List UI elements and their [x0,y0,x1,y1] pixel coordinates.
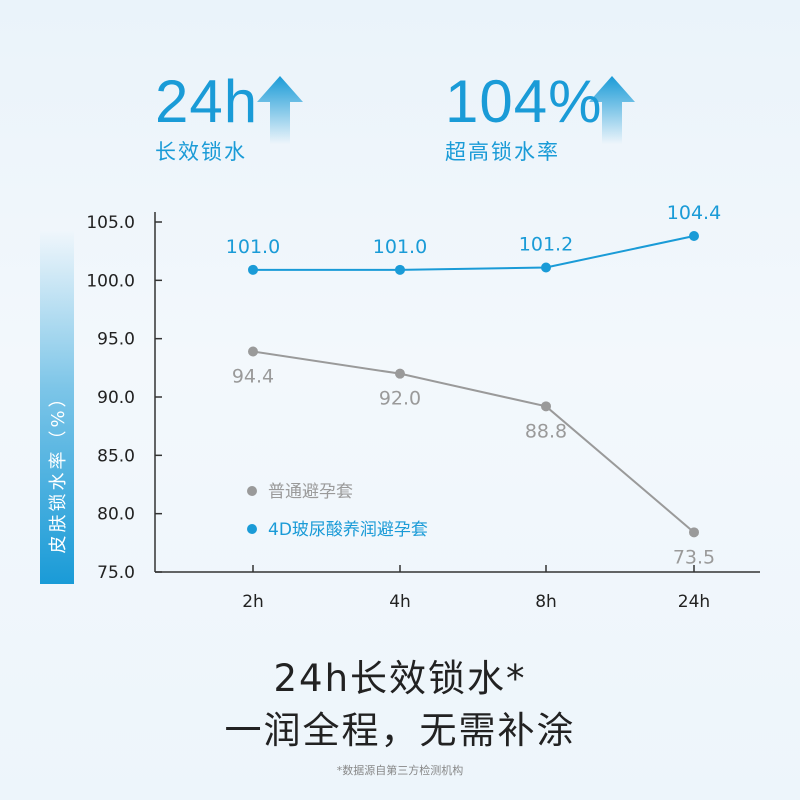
data-point [541,262,551,273]
legend-label: 4D玻尿酸养润避孕套 [268,520,428,540]
y-tick-label: 105.0 [86,213,135,233]
stat-lock-duration: 24h 长效锁水 [155,68,303,166]
data-label: 101.2 [519,234,573,256]
x-tick-label: 8h [535,592,557,612]
series-line [253,235,695,271]
x-tick-label: 4h [389,592,411,612]
line-chart: 75.0 80.0 85.0 90.0 95.0 100.0 105.0 2h 4h 8h 24h 9… [86,202,760,612]
y-tick-label: 80.0 [97,505,135,525]
data-label: 92.0 [379,388,421,410]
y-axis-label-bar [40,230,74,584]
stat-value: 24h [155,68,259,135]
data-label: 73.5 [673,546,715,568]
data-point [689,231,699,241]
data-point [689,527,699,538]
data-label: 88.8 [525,420,567,442]
stat-label: 长效锁水 [155,140,247,164]
data-point [248,346,258,357]
headline-line-1: 24h长效锁水* [273,657,527,700]
data-point [395,264,405,275]
y-tick-label: 75.0 [97,563,135,583]
series-line [252,350,695,534]
legend-label: 普通避孕套 [268,482,353,502]
data-point [248,264,258,275]
data-label: 101.0 [373,236,427,258]
arrow-up-icon [589,76,635,144]
data-point [541,401,551,412]
stat-label: 超高锁水率 [445,140,560,164]
stat-value: 104% [445,68,603,135]
x-tick-label: 24h [678,592,710,612]
data-point [395,368,405,379]
y-tick-label: 90.0 [97,388,135,408]
arrow-up-icon [257,76,303,144]
legend-marker [247,524,257,534]
headline-line-2: 一润全程，无需补涂 [224,709,576,752]
data-label: 101.0 [226,236,280,258]
data-label: 104.4 [667,202,721,224]
footnote: *数据源自第三方检测机构 [336,764,464,777]
stat-lock-rate: 104% 超高锁水率 [445,68,635,166]
data-label: 94.4 [232,366,274,388]
x-tick-label: 2h [242,592,264,612]
y-tick-label: 95.0 [97,330,135,350]
legend-marker [247,486,257,496]
y-tick-label: 85.0 [97,446,135,466]
y-tick-label: 100.0 [86,271,135,291]
